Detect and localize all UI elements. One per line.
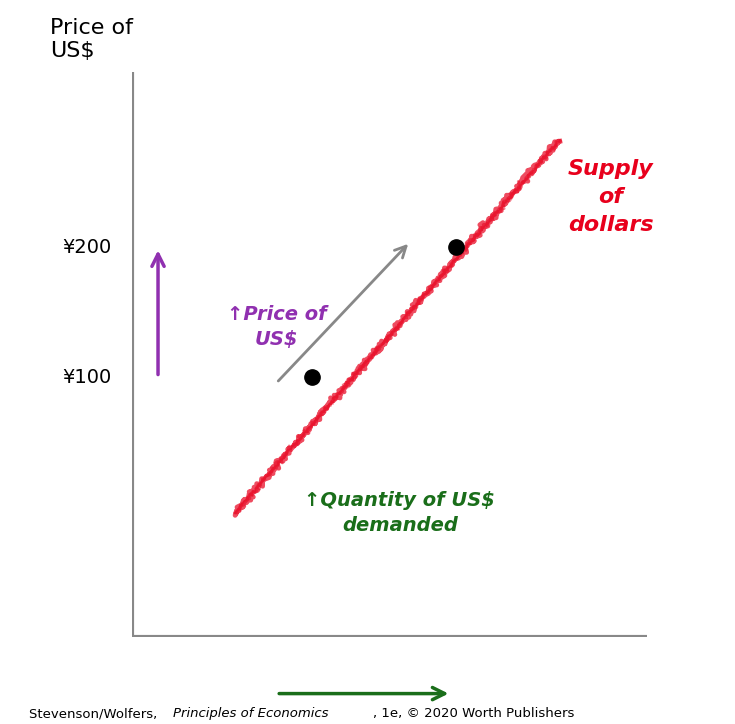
Text: ¥100: ¥100 bbox=[62, 368, 112, 387]
Text: , 1e, © 2020 Worth Publishers: , 1e, © 2020 Worth Publishers bbox=[373, 707, 575, 720]
Text: Price of
US$: Price of US$ bbox=[50, 18, 133, 61]
Text: Supply
of
dollars: Supply of dollars bbox=[568, 159, 653, 235]
Text: ↑Price of
US$: ↑Price of US$ bbox=[226, 305, 326, 348]
Text: Stevenson/Wolfers,: Stevenson/Wolfers, bbox=[29, 707, 162, 720]
Text: ↑Quantity of US$
demanded: ↑Quantity of US$ demanded bbox=[304, 491, 495, 535]
Text: ¥200: ¥200 bbox=[62, 238, 112, 257]
Text: Principles of Economics: Principles of Economics bbox=[173, 707, 329, 720]
